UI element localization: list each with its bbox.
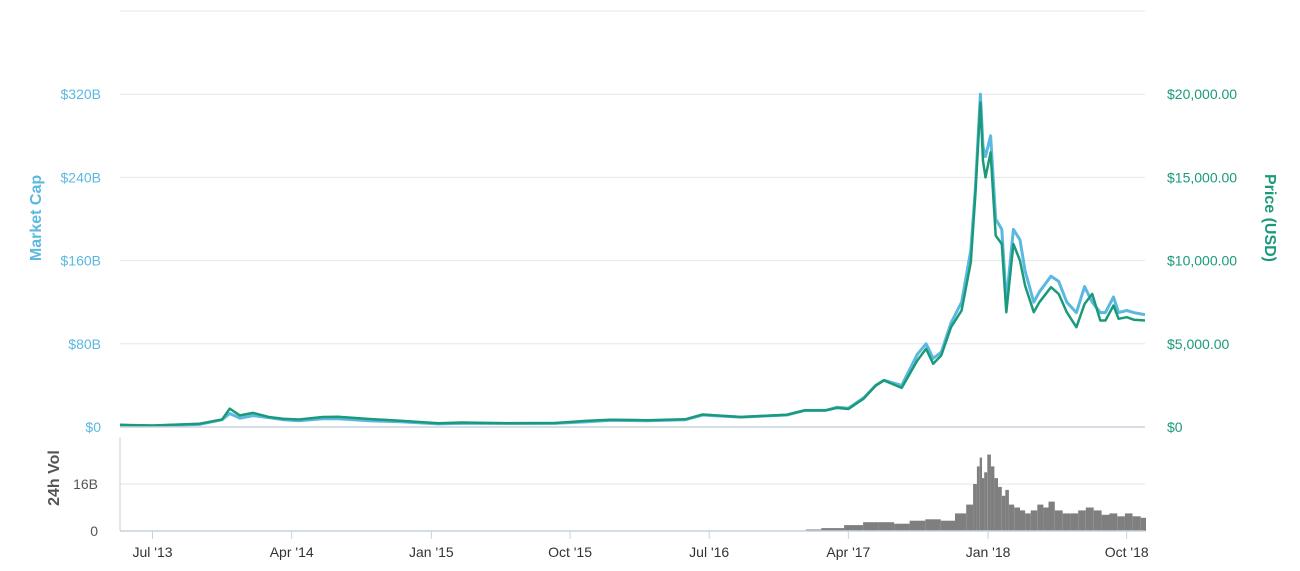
right-tick-label: $0: [1167, 419, 1183, 435]
volume-bar: [844, 525, 864, 531]
volume-bar: [1054, 510, 1063, 531]
left-axis-ticks: $0 $80B $160B $240B $320B: [61, 86, 102, 435]
volume-axis-ticks: 0 16B: [73, 476, 98, 539]
volume-bar: [1005, 489, 1009, 531]
left-tick-label: $320B: [61, 86, 101, 102]
right-tick-label: $10,000.00: [1167, 253, 1237, 269]
volume-bar: [894, 523, 910, 531]
volume-bar: [1008, 504, 1015, 531]
volume-tick-label: 0: [90, 523, 98, 539]
volume-bar: [966, 504, 974, 531]
volume-bar: [1030, 510, 1038, 531]
main-plot-area: [119, 92, 1146, 428]
volume-bar: [1048, 501, 1055, 531]
volume-bar: [1037, 504, 1044, 531]
volume-bar: [1109, 513, 1118, 531]
x-tick-label: Apr '14: [270, 544, 314, 560]
volume-bar: [1124, 513, 1133, 531]
volume-bar: [1078, 510, 1086, 531]
volume-bar: [1117, 516, 1125, 531]
volume-bar: [1001, 495, 1006, 532]
volume-bar: [1025, 513, 1031, 531]
x-tick-label: Apr '17: [826, 544, 870, 560]
volume-bar: [863, 522, 879, 531]
x-tick-label: Oct '18: [1105, 544, 1149, 560]
volume-bar: [984, 472, 988, 532]
volume-bar: [1101, 514, 1110, 531]
volume-bar: [1070, 513, 1079, 531]
volume-bar: [1140, 517, 1146, 531]
left-tick-label: $240B: [61, 169, 101, 185]
volume-bar: [1132, 516, 1141, 531]
volume-bar: [990, 466, 995, 531]
right-axis-title: Price (USD): [1261, 174, 1278, 262]
volume-bar: [1085, 507, 1094, 531]
volume-tick-label: 16B: [73, 476, 98, 492]
volume-bar: [925, 519, 941, 532]
volume-bar: [821, 528, 845, 531]
volume-bar: [1093, 510, 1102, 531]
volume-bar: [998, 486, 1002, 531]
x-axis-ticks: Jul '13 Apr '14 Jan '15 Oct '15 Jul '16 Apr '…: [132, 531, 1149, 560]
axis-lines: [119, 426, 1145, 532]
left-tick-label: $0: [85, 419, 101, 435]
market-cap-line: [119, 92, 1146, 428]
volume-bar: [878, 522, 895, 531]
price-line: [119, 101, 1146, 427]
right-axis-ticks: $0 $5,000.00 $10,000.00 $15,000.00 $20,000.0…: [1167, 86, 1237, 435]
x-tick-label: Jan '15: [409, 544, 454, 560]
volume-axis-title: 24h Vol: [46, 450, 63, 506]
left-axis-title: Market Cap: [28, 175, 45, 261]
left-tick-label: $80B: [68, 336, 101, 352]
volume-bar: [982, 478, 985, 531]
volume-bar: [1062, 513, 1071, 531]
volume-bar: [987, 454, 991, 531]
volume-bar: [976, 466, 980, 531]
volume-bar: [973, 484, 977, 531]
x-tick-label: Jul '16: [689, 544, 729, 560]
volume-bar: [1043, 507, 1049, 531]
right-tick-label: $5,000.00: [1167, 336, 1229, 352]
volume-bars: [805, 454, 1146, 532]
volume-bar: [955, 513, 967, 531]
right-tick-label: $15,000.00: [1167, 169, 1237, 185]
x-tick-label: Oct '15: [548, 544, 592, 560]
volume-bar: [994, 478, 998, 531]
grid-lines: [120, 10, 1145, 485]
left-tick-label: $160B: [61, 253, 101, 269]
volume-bar: [1020, 510, 1026, 531]
volume-bar: [1014, 507, 1020, 531]
x-tick-label: Jul '13: [132, 544, 172, 560]
volume-bar: [979, 457, 982, 531]
volume-bar: [940, 520, 955, 531]
x-tick-label: Jan '18: [966, 544, 1011, 560]
right-tick-label: $20,000.00: [1167, 86, 1237, 102]
volume-bar: [909, 520, 926, 531]
